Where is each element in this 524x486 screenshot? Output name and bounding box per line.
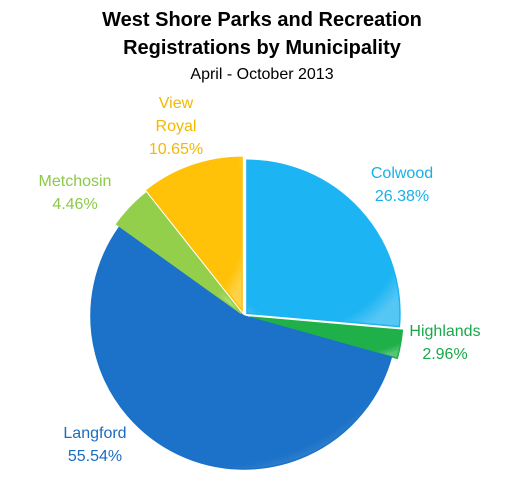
value-label: 10.65% xyxy=(148,141,204,158)
slice-label: View Royal 10.65% xyxy=(146,92,206,161)
category-label: View Royal xyxy=(155,95,197,135)
slice-label: Langford 55.54% xyxy=(35,422,155,468)
chart-title: West Shore Parks and Recreation Registra… xyxy=(102,9,422,59)
category-label: Highlands xyxy=(409,323,481,340)
slice-label: Colwood 26.38% xyxy=(342,162,462,208)
pie-slice xyxy=(249,316,404,360)
chart-subtitle: April - October 2013 xyxy=(190,66,334,83)
pie-slice xyxy=(115,192,242,314)
value-label: 2.96% xyxy=(422,346,468,363)
value-label: 4.46% xyxy=(52,196,98,213)
category-label: Metchosin xyxy=(38,173,112,190)
category-label: Langford xyxy=(63,425,127,442)
category-label: Colwood xyxy=(370,165,434,182)
slice-label: Highlands 2.96% xyxy=(385,320,505,366)
value-label: 26.38% xyxy=(374,188,430,205)
pie-slice xyxy=(90,225,393,470)
slice-label: Metchosin 4.46% xyxy=(15,170,135,216)
pie-slice xyxy=(246,159,401,328)
value-label: 55.54% xyxy=(67,448,123,465)
pie-slice xyxy=(146,156,243,313)
